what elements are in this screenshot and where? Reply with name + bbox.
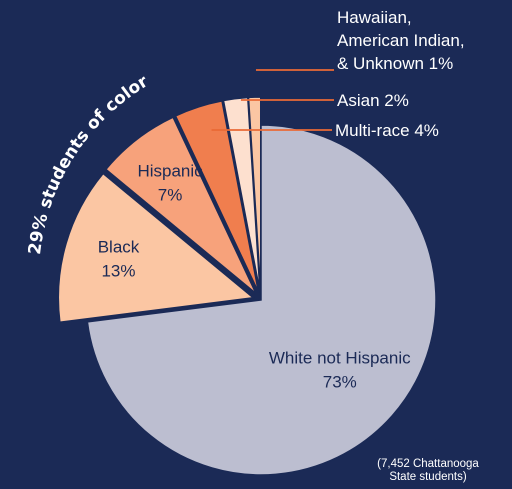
pie-slice-hawaiian-american-indian-unknown [247,96,262,293]
slice-label: Hispanic [137,162,203,181]
slice-label: White not Hispanic [269,348,411,367]
pie-slice-black [57,172,256,324]
pie-slice-asian [222,96,261,293]
slice-label: Black [98,238,140,257]
slice-label-outside: American Indian, [337,31,465,50]
slice-label-outside: & Unknown 1% [337,54,453,73]
slice-label-outside: Multi-race 4% [335,121,439,140]
slice-label: 13% [101,262,135,281]
footnote-line: (7,452 Chattanooga [377,458,479,470]
slice-label-outside: Asian 2% [337,91,409,110]
slice-label: 73% [323,372,357,391]
pie-slice-multi-race [174,99,260,293]
slice-label-outside: Hawaiian, [337,8,412,27]
footnote-line: State students) [389,471,467,483]
slice-label: 7% [158,186,183,205]
pie-slice-hispanic [104,116,257,295]
pie-slice-white-not-hispanic [86,124,437,476]
